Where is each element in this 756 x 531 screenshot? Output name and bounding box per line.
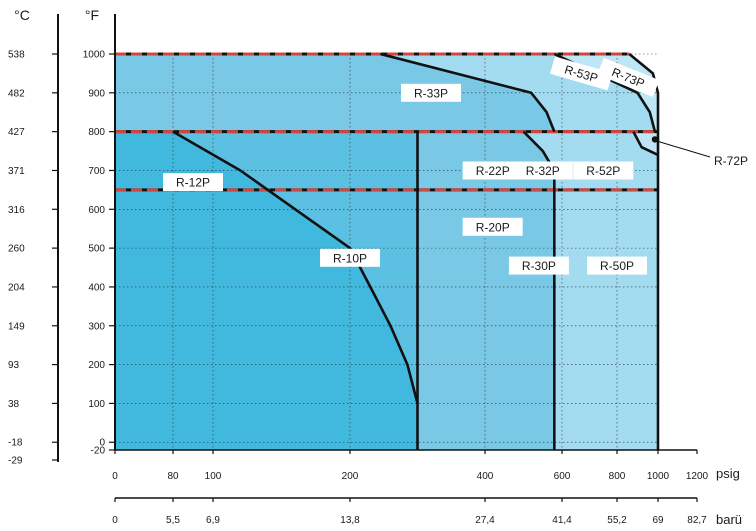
bar-tick-label: 55,2 bbox=[607, 515, 627, 526]
region-label-text: R-10P bbox=[333, 251, 367, 265]
bar-tick-label: 69 bbox=[652, 515, 664, 526]
region-label-box bbox=[462, 161, 523, 180]
f-tick-label: -20 bbox=[91, 446, 106, 457]
fahrenheit-unit-label: °F bbox=[85, 7, 99, 23]
region-label-text: R-30P bbox=[522, 259, 556, 273]
c-tick-label: 149 bbox=[8, 321, 25, 332]
psig-unit-label: psig bbox=[716, 466, 740, 481]
psig-tick-label: 100 bbox=[205, 471, 222, 482]
c-tick-label: -29 bbox=[8, 456, 23, 467]
region-label: R-33P bbox=[401, 83, 461, 102]
zone-fills bbox=[115, 54, 658, 450]
region-label: R-20P bbox=[462, 217, 523, 236]
celsius-unit-label: °C bbox=[14, 7, 30, 23]
f-tick-label: 900 bbox=[88, 88, 105, 99]
c-tick-label: 260 bbox=[8, 244, 25, 255]
psig-tick-label: 1200 bbox=[686, 471, 709, 482]
bar-tick-label: 13,8 bbox=[340, 515, 360, 526]
bar-unit-label: barü bbox=[716, 512, 742, 527]
region-label-text: R-20P bbox=[476, 220, 510, 234]
psig-tick-label: 200 bbox=[342, 471, 359, 482]
region-label: R-50P bbox=[587, 256, 647, 275]
psig-tick-label: 800 bbox=[609, 471, 626, 482]
zone-boundary bbox=[172, 130, 419, 404]
region-label-box bbox=[320, 248, 380, 267]
c-tick-label: 316 bbox=[8, 205, 25, 216]
region-label-text: R-52P bbox=[586, 164, 620, 178]
region-label-text: R-33P bbox=[414, 86, 448, 100]
region-label-box bbox=[163, 173, 223, 192]
region-label-box bbox=[549, 56, 613, 91]
f-tick-label: 100 bbox=[88, 399, 105, 410]
region-label-text: R-32P bbox=[526, 164, 560, 178]
c-tick-label: 482 bbox=[8, 88, 25, 99]
f-tick-label: 200 bbox=[88, 360, 105, 371]
bar-tick-label: 41,4 bbox=[552, 515, 572, 526]
bar-tick-label: 27,4 bbox=[475, 515, 495, 526]
c-tick-label: -18 bbox=[8, 438, 23, 449]
region-label-box bbox=[573, 161, 634, 180]
zone-boundary bbox=[522, 130, 556, 450]
f-tick-label: 1000 bbox=[83, 50, 106, 61]
annotation-leader bbox=[657, 140, 711, 158]
annotation-label: R-72P bbox=[714, 154, 748, 168]
region-label-text: R-12P bbox=[176, 176, 210, 190]
region-label-box bbox=[587, 256, 647, 275]
region-label: R-52P bbox=[573, 161, 634, 180]
zone-fill-r10 bbox=[115, 131, 418, 450]
f-tick-label: 800 bbox=[88, 127, 105, 138]
psig-tick-label: 1000 bbox=[647, 471, 670, 482]
region-label: R-32P bbox=[512, 161, 573, 180]
c-tick-label: 427 bbox=[8, 127, 25, 138]
f-tick-label: 500 bbox=[88, 244, 105, 255]
region-label: R-30P bbox=[508, 256, 569, 275]
f-tick-label: 0 bbox=[99, 438, 105, 449]
c-tick-label: 204 bbox=[8, 282, 25, 293]
zone-boundaries bbox=[172, 52, 660, 450]
region-label-box bbox=[597, 57, 660, 97]
f-tick-label: 300 bbox=[88, 321, 105, 332]
c-tick-label: 93 bbox=[8, 360, 20, 371]
f-tick-label: 700 bbox=[88, 166, 105, 177]
region-label-box bbox=[462, 217, 523, 236]
bar-tick-label: 0 bbox=[112, 515, 118, 526]
psig-tick-label: 0 bbox=[112, 471, 118, 482]
c-tick-label: 538 bbox=[8, 50, 25, 61]
bar-tick-label: 5,5 bbox=[166, 515, 180, 526]
region-label-box bbox=[401, 83, 461, 102]
axes: 10009008007006005004003002001000-2053848… bbox=[8, 14, 709, 526]
f-tick-label: 600 bbox=[88, 205, 105, 216]
psig-tick-label: 600 bbox=[554, 471, 571, 482]
psig-tick-label: 400 bbox=[477, 471, 494, 482]
region-label-box bbox=[508, 256, 569, 275]
annotation-dot bbox=[651, 136, 659, 143]
zone-boundary bbox=[632, 130, 659, 157]
zone-boundary bbox=[380, 52, 556, 133]
psig-tick-label: 80 bbox=[167, 471, 179, 482]
f-tick-label: 400 bbox=[88, 282, 105, 293]
region-label: R-12P bbox=[163, 173, 223, 192]
region-label: R-53P bbox=[549, 56, 613, 91]
region-label: R-10P bbox=[320, 248, 380, 267]
region-label-box bbox=[512, 161, 573, 180]
region-label-text: R-22P bbox=[476, 164, 510, 178]
region-label-text: R-50P bbox=[600, 259, 634, 273]
c-tick-label: 371 bbox=[8, 166, 25, 177]
bar-tick-label: 6,9 bbox=[206, 515, 220, 526]
bar-tick-label: 82,7 bbox=[687, 515, 707, 526]
region-label: R-22P bbox=[462, 161, 523, 180]
c-tick-label: 38 bbox=[8, 399, 20, 410]
